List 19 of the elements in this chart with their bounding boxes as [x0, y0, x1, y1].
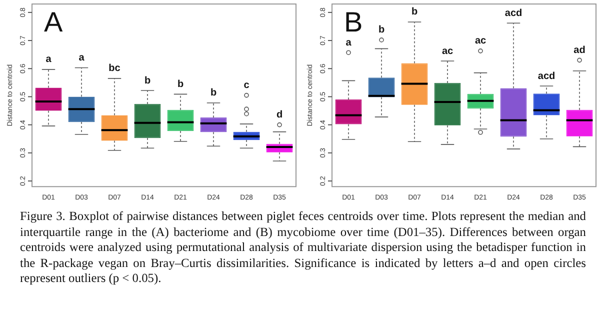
annotation: b — [177, 78, 184, 90]
caption: Figure 3. Boxplot of pairwise distances between piglet feces centroids over time. Plots represent the median and interquartile range in the (A) bacteriome and (B) mycobiome over time (D01–35). Differences between organ centroids were analyzed using permutational analysis of multivariate dispersion using the betadisper function in the R-package vegan on Bray–Curtis dissimilarities. Significance is indicated by letters a–d and open circles represent outliers (p < 0.05). — [20, 209, 586, 287]
annotation: b — [411, 6, 418, 18]
annotation: a — [78, 52, 85, 64]
annotation: b — [144, 75, 151, 86]
annotation: c — [244, 80, 250, 92]
annotation: b — [210, 88, 217, 99]
annotation: a — [346, 37, 352, 48]
chart-title: A — [44, 6, 63, 38]
annotation: bc — [108, 63, 121, 74]
annotation: ac — [474, 36, 486, 47]
annotation: ac — [442, 46, 454, 57]
annotation: a — [46, 54, 52, 66]
annotation: d — [276, 110, 283, 121]
chart-title: B — [344, 6, 363, 38]
annotation: acd — [504, 8, 522, 19]
annotation: b — [378, 24, 385, 36]
annotation: acd — [538, 70, 556, 82]
annotation: ad — [574, 44, 586, 56]
